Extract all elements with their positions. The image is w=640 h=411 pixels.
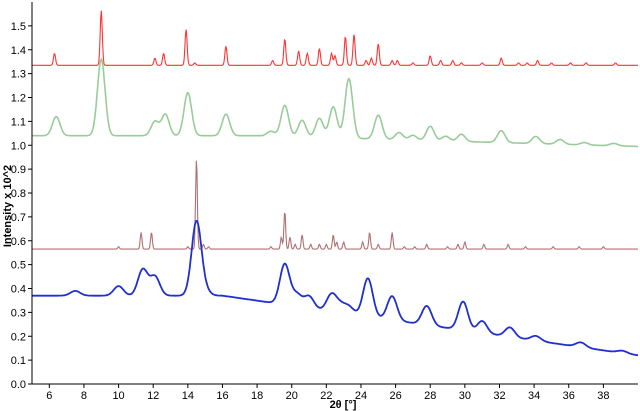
y-tick-label: 0.7 <box>11 212 26 224</box>
x-tick-label: 10 <box>112 390 124 402</box>
y-tick-label: 0.1 <box>11 355 26 367</box>
x-tick-label: 26 <box>389 390 401 402</box>
x-tick-label: 22 <box>320 390 332 402</box>
y-tick-label: 1.0 <box>11 140 26 152</box>
y-tick-label: 1.4 <box>11 45 26 57</box>
y-axis-title: Intensity x 10^2 <box>2 165 14 247</box>
series-3-line <box>32 160 638 250</box>
x-tick-label: 28 <box>424 390 436 402</box>
x-tick-label: 30 <box>459 390 471 402</box>
x-tick-label: 38 <box>597 390 609 402</box>
series-2-line <box>32 57 638 148</box>
y-tick-label: 0.8 <box>11 188 26 200</box>
y-tick-label: 1.2 <box>11 93 26 105</box>
series-layer <box>32 10 639 357</box>
y-tick-label: 1.1 <box>11 116 26 128</box>
x-tick-label: 8 <box>81 390 87 402</box>
x-tick-label: 16 <box>216 390 228 402</box>
x-tick-label: 32 <box>493 390 505 402</box>
x-tick-label: 6 <box>46 390 52 402</box>
x-tick-label: 24 <box>355 390 367 402</box>
x-tick-label: 20 <box>286 390 298 402</box>
x-tick-label: 12 <box>147 390 159 402</box>
x-tick-label: 36 <box>563 390 575 402</box>
y-tick-label: 1.5 <box>11 21 26 33</box>
y-tick-label: 0.6 <box>11 236 26 248</box>
x-tick-label: 34 <box>528 390 540 402</box>
y-tick-label: 0.0 <box>11 379 26 391</box>
y-tick-label: 0.9 <box>11 164 26 176</box>
x-tick-label: 18 <box>251 390 263 402</box>
series-4-line <box>32 219 639 357</box>
y-tick-label: 0.5 <box>11 260 26 272</box>
y-tick-label: 0.2 <box>11 331 26 343</box>
series-1-line <box>32 10 638 66</box>
axes-layer <box>31 2 638 385</box>
y-tick-label: 0.3 <box>11 307 26 319</box>
x-axis-title: 2θ [°] <box>330 399 357 411</box>
y-tick-label: 0.4 <box>11 284 26 296</box>
ticks-layer: 6 8 10 12 14 16 18 20 22 24 26 28 30 32 34 36 38 0.0 0.1 0.… <box>11 21 610 402</box>
x-tick-label: 14 <box>182 390 194 402</box>
y-tick-label: 1.3 <box>11 69 26 81</box>
